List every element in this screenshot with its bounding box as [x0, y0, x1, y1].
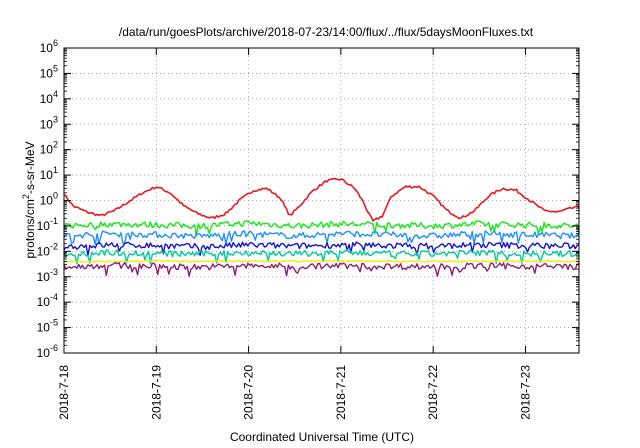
y-tick-label: 100	[40, 191, 58, 208]
y-tick-label: 10-5	[37, 318, 58, 335]
x-tick-label: 2018-7-23	[518, 365, 532, 420]
x-tick-label: 2018-7-22	[426, 365, 440, 420]
x-tick-label: 2018-7-19	[149, 365, 163, 420]
y-tick-label: 101	[40, 165, 58, 182]
x-axis-label: Coordinated Universal Time (UTC)	[230, 430, 414, 444]
x-axis-ticks: 2018-7-18 2018-7-19 2018-7-20 2018-7-21 2018…	[57, 48, 532, 420]
series-line	[63, 259, 579, 263]
series-line	[63, 261, 580, 277]
x-tick-label: 2018-7-20	[242, 365, 256, 420]
y-tick-label: 10-3	[37, 267, 58, 284]
series-line	[63, 248, 580, 265]
y-tick-label: 102	[40, 140, 58, 157]
y-tick-label: 105	[40, 63, 58, 80]
y-axis-ticks: 106 105 104 103 102 101 100 10-1 10-2 10-3 10-4 10-…	[37, 38, 579, 360]
y-tick-label: 106	[40, 38, 58, 55]
chart-title: /data/run/goesPlots/archive/2018-07-23/1…	[119, 25, 534, 39]
series-line	[63, 177, 580, 222]
series-line	[63, 241, 580, 257]
series-line	[63, 230, 580, 246]
y-tick-label: 10-1	[37, 216, 58, 233]
grid	[64, 48, 579, 353]
x-tick-label: 2018-7-18	[57, 365, 71, 420]
series-group	[63, 177, 580, 277]
y-tick-label: 10-6	[37, 343, 58, 360]
series-line	[63, 220, 580, 237]
plot-frame	[63, 47, 580, 354]
y-tick-label: 10-4	[37, 292, 58, 309]
y-tick-label: 103	[40, 114, 58, 131]
x-tick-label: 2018-7-21	[334, 365, 348, 420]
y-tick-label: 104	[40, 89, 58, 106]
y-tick-label: 10-2	[37, 241, 58, 258]
y-axis-label: protons/cm2-s-sr-MeV	[21, 141, 37, 258]
